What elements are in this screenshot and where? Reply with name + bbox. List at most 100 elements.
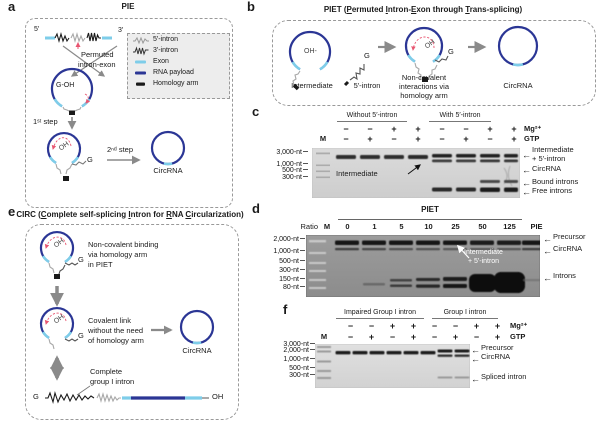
legend-item-homology: Homology arm: [128, 78, 229, 89]
left-arrow-icon: ←: [543, 246, 552, 256]
lane-symbol: +: [487, 124, 493, 134]
size-marker: 150-nt: [261, 276, 305, 284]
panel-e-complete-line1: Complete: [90, 367, 123, 376]
panel-b-noncov-line1: Non-covalent: [401, 73, 447, 82]
panel-a-circrna-label: CircRNA: [153, 166, 183, 175]
lane-symbol: +: [368, 332, 375, 342]
lane-symbol: +: [473, 321, 480, 331]
panel-c-annotation-intermediate: Intermediate: [532, 145, 574, 154]
lane-symbol: +: [494, 332, 501, 342]
left-arrow-icon: ←: [522, 150, 531, 160]
lane-symbol: −: [431, 321, 438, 331]
panel-b-box: [272, 20, 596, 106]
lane-label: 5: [399, 222, 404, 231]
panel-a-3prime-label: 3′: [118, 27, 124, 34]
panel-a-5prime-label: 5′: [34, 26, 40, 33]
lane-symbol: +: [463, 134, 469, 144]
legend-label: Exon: [153, 57, 169, 65]
lane-symbol: +: [415, 124, 421, 134]
panel-c-annotation-free: Free introns: [532, 186, 573, 195]
panel-c-group1-header: Without 5′-intron: [337, 112, 407, 122]
panel-e-box: [25, 224, 239, 420]
panel-a-box: [25, 18, 233, 208]
panel-e-oh3-label: OH: [212, 392, 224, 401]
panel-a-step1-label: 1ˢᵗ step: [33, 117, 58, 126]
size-marker: 3,000-nt: [264, 149, 308, 157]
panel-e-noncov-line2: via homology arm: [88, 250, 148, 259]
panel-c-gtp-label: GTP: [524, 134, 540, 143]
panel-d-annotation-introns: Introns: [553, 271, 576, 280]
left-arrow-icon: ←: [543, 234, 552, 244]
panel-e-g1-label: G: [78, 255, 84, 264]
panel-d-annotation-circrna: CircRNA: [553, 244, 583, 253]
exon-icon: [135, 60, 146, 63]
left-arrow-icon: ←: [522, 178, 531, 188]
size-marker: 1,000-nt: [264, 161, 308, 169]
panel-e-cov-line1: Covalent link: [88, 316, 131, 325]
lane-symbol: −: [347, 332, 354, 342]
panel-b-5intron-label: 5′-intron: [353, 81, 381, 90]
size-marker: 1,000-nt: [261, 248, 305, 256]
lane-symbol: +: [452, 332, 459, 342]
left-arrow-icon: ←: [522, 187, 531, 197]
panel-b-circrna-label: CircRNA: [503, 81, 533, 90]
panel-c-gtp-row: − + − + − + − +: [334, 135, 526, 144]
panel-c-mg-row: − − + + − − + +: [334, 125, 526, 134]
panel-e-diagram: [39, 230, 215, 405]
panel-a-permuted-line1: Permuted: [81, 50, 114, 59]
size-marker: 500-nt: [271, 365, 315, 373]
panel-f-annotation-precursor: Precursor: [481, 343, 514, 352]
lane-symbol: +: [391, 124, 397, 134]
panel-d-lane-row: 0 1 5 10 25 50 125 PIE: [334, 222, 550, 231]
lane-symbol: −: [367, 124, 373, 134]
panel-a-letter: a: [8, 0, 16, 14]
left-arrow-icon: ←: [522, 165, 531, 175]
panel-d-gel-label-line1: Intermediate: [464, 249, 503, 256]
panel-c-mg-label: Mg²⁺: [524, 124, 542, 133]
lane-symbol: +: [389, 321, 396, 331]
left-arrow-icon: ←: [471, 345, 480, 355]
lane-symbol: +: [410, 321, 417, 331]
lane-label: 25: [451, 222, 460, 231]
panel-a-g-label: G: [87, 155, 93, 164]
lane-symbol: −: [389, 332, 396, 342]
panel-e-cov-line2: without the need: [88, 326, 144, 335]
legend-label: RNA payload: [153, 68, 194, 76]
panel-b-title: PIET (Permuted Intron-Exon through Trans…: [323, 5, 523, 14]
lane-symbol: −: [463, 124, 469, 134]
panel-d-gel-image: [306, 235, 540, 297]
panel-e-noncov-line3: in PIET: [88, 260, 113, 269]
legend-label: 3′-intron: [153, 46, 179, 54]
panel-f-gtp-row: − + − + − + − +: [340, 333, 508, 342]
panel-d-piet-underline: [338, 219, 522, 220]
panel-e-g2-label: G: [78, 331, 84, 340]
panel-e-letter: e: [8, 204, 16, 219]
size-marker: 300-nt: [271, 372, 315, 380]
size-marker: 300-nt: [264, 174, 308, 182]
panel-e-title: CIRC (Complete self-splicing Intron for …: [16, 210, 244, 219]
size-marker: 80-nt: [261, 284, 305, 292]
panel-e-cov-line3: of homology arm: [88, 336, 144, 345]
panel-a-permuted-line2: intron-exon: [78, 60, 116, 69]
lane-symbol: +: [410, 332, 417, 342]
lane-symbol: +: [511, 124, 517, 134]
left-arrow-icon: ←: [543, 273, 552, 283]
3prime-intron-icon: [133, 45, 149, 56]
panel-f-mg-label: Mg²⁺: [510, 321, 528, 330]
lane-label: 10: [424, 222, 433, 231]
legend-item-exon: Exon: [128, 56, 229, 67]
panel-f-gtp-label: GTP: [510, 332, 526, 341]
legend-label: Homology arm: [153, 79, 199, 87]
lane-symbol: −: [347, 321, 354, 331]
lane-label: 0: [345, 222, 350, 231]
lane-symbol: −: [368, 321, 375, 331]
lane-symbol: −: [431, 332, 438, 342]
panel-c-marker-label: M: [319, 134, 327, 143]
panel-b-noncov-line2: interactions via: [398, 82, 450, 91]
panel-d-letter: d: [252, 201, 260, 216]
panel-a-diagram: [45, 31, 186, 181]
panel-e-noncov-line1: Non-covalent binding: [88, 240, 159, 249]
panel-c-annotation-circrna: CircRNA: [532, 164, 562, 173]
size-marker: 300-nt: [261, 267, 305, 275]
size-marker: 500-nt: [261, 258, 305, 266]
